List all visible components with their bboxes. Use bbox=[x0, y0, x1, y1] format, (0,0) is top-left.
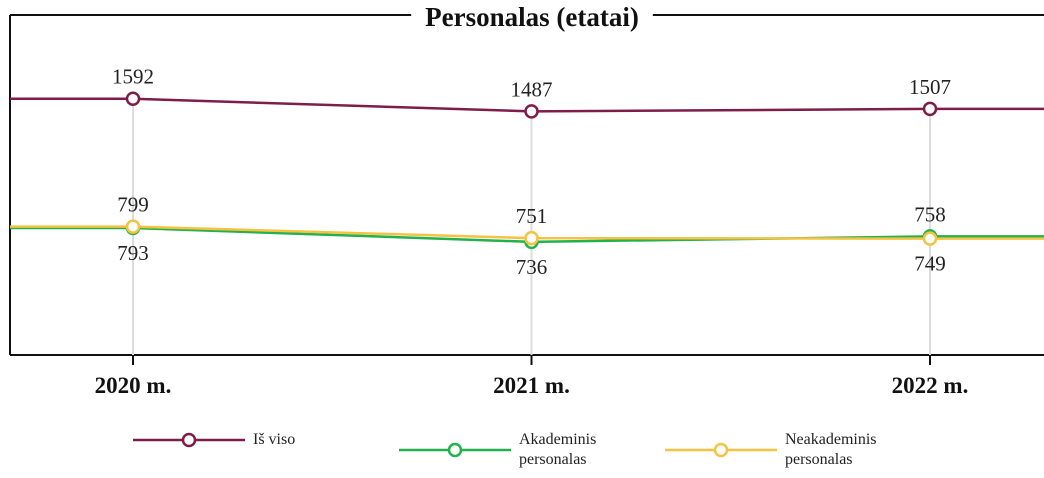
legend-label: Akademinis personalas bbox=[519, 431, 597, 468]
data-label: 751 bbox=[516, 204, 548, 228]
legend-item: Iš viso bbox=[133, 430, 363, 450]
data-label: 1507 bbox=[909, 75, 951, 99]
x-tick-label: 2020 m. bbox=[95, 373, 172, 398]
legend-item: Akademinis personalas bbox=[399, 430, 629, 470]
legend-label: Neakademinis personalas bbox=[785, 431, 877, 468]
legend-item: Neakademinis personalas bbox=[665, 430, 895, 470]
point bbox=[524, 230, 539, 246]
point bbox=[922, 231, 938, 246]
point bbox=[125, 219, 141, 234]
data-label: 736 bbox=[516, 255, 548, 279]
data-label: 1592 bbox=[112, 65, 154, 89]
x-tick-label: 2021 m. bbox=[493, 373, 570, 398]
legend-swatch bbox=[133, 432, 245, 448]
data-label: 793 bbox=[117, 241, 149, 265]
x-tick-label: 2022 m. bbox=[892, 373, 969, 398]
point bbox=[125, 91, 141, 106]
data-label: 758 bbox=[914, 202, 946, 226]
data-label: 749 bbox=[914, 252, 946, 276]
point bbox=[922, 101, 938, 117]
legend-label: Iš viso bbox=[253, 431, 296, 448]
chart-title: Personalas (etatai) bbox=[425, 2, 639, 32]
data-label: 799 bbox=[117, 193, 149, 217]
data-label: 1487 bbox=[511, 77, 553, 101]
legend-swatch bbox=[399, 442, 511, 458]
point bbox=[524, 104, 539, 119]
legend-swatch bbox=[665, 442, 777, 458]
